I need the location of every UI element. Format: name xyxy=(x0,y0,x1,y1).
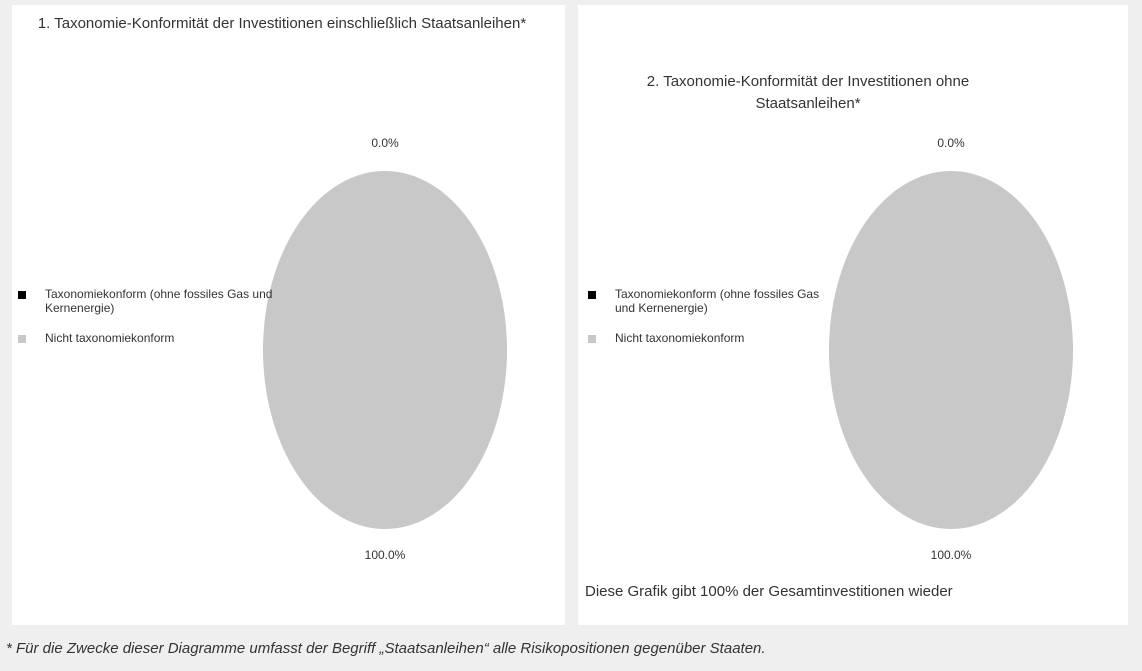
chart-panel: 0.0% 100.0% 1. Taxonomie-Konformität der I… xyxy=(12,5,565,625)
chart-title: 1. Taxonomie-Konformität der Investition… xyxy=(37,15,527,32)
legend: Taxonomiekonform (ohne fossiles Gas und … xyxy=(588,287,830,361)
legend-swatch xyxy=(588,335,596,343)
legend-swatch xyxy=(588,291,596,299)
chart-panel: 0.0% 100.0% 2. Taxonomie-Konformität der I… xyxy=(578,5,1128,625)
pie-slice xyxy=(827,169,1075,531)
legend-swatch xyxy=(18,335,26,343)
chart: 0.0% 100.0% xyxy=(261,136,509,562)
data-label: 100.0% xyxy=(365,548,406,562)
legend-item: Taxonomiekonform (ohne fossiles Gas und … xyxy=(18,287,310,315)
data-label: 0.0% xyxy=(371,136,399,150)
data-label: 0.0% xyxy=(937,136,965,150)
legend-label: Nicht taxonomiekonform xyxy=(45,331,175,345)
note: Diese Grafik gibt 100% der Gesamtinvesti… xyxy=(585,583,953,600)
legend: Taxonomiekonform (ohne fossiles Gas und … xyxy=(18,287,310,361)
legend-item: Nicht taxonomiekonform xyxy=(588,331,830,345)
legend-label: Taxonomiekonform (ohne fossiles Gas und … xyxy=(45,287,273,315)
legend-item: Taxonomiekonform (ohne fossiles Gas und … xyxy=(588,287,830,315)
legend-label: Nicht taxonomiekonform xyxy=(615,331,745,345)
footnote: * Für die Zwecke dieser Diagramme umfass… xyxy=(6,640,766,657)
legend-swatch xyxy=(18,291,26,299)
pie-slice xyxy=(261,169,509,531)
chart-title: 2. Taxonomie-Konformität der Investition… xyxy=(646,73,970,112)
chart: 0.0% 100.0% xyxy=(827,136,1075,562)
data-label: 100.0% xyxy=(931,548,972,562)
legend-label: Taxonomiekonform (ohne fossiles Gas und … xyxy=(615,287,820,315)
legend-item: Nicht taxonomiekonform xyxy=(18,331,310,345)
